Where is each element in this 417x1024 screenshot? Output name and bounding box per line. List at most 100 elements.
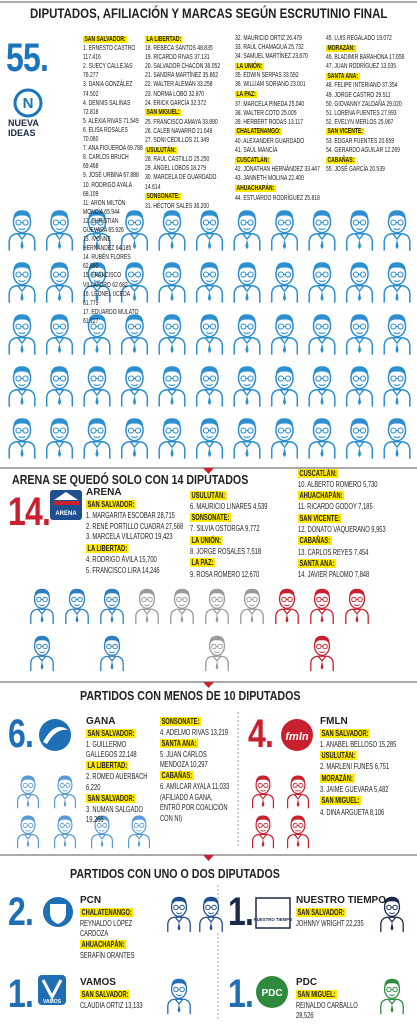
deputy-icon	[16, 774, 40, 809]
deputy-icon	[251, 814, 275, 849]
deputy: 19. RICARDO RIVAS 37.131	[145, 54, 210, 62]
deputy: 4. DENNIS SALINAS 72.818	[83, 99, 131, 116]
deputy-icon	[195, 261, 224, 303]
deputy: 6. AMÍLCAR AYALA 11,033 (AFILIADO A GANA…	[160, 782, 230, 823]
section-markers	[203, 468, 214, 861]
deputy-icon	[135, 588, 159, 625]
department-row: SAN MIGUEL:	[320, 796, 412, 807]
deputy-icon	[345, 588, 369, 625]
department: LA PAZ:	[190, 558, 215, 568]
department-row: SAN SALVADOR:	[83, 35, 143, 44]
department-row: AHUACHAPÁN:	[298, 491, 408, 502]
deputy-icon	[383, 313, 411, 355]
department: SAN SALVADOR:	[83, 35, 128, 43]
deputy-icon	[158, 417, 186, 459]
deputy: 14. RUBÉN FLORES 62.880	[83, 254, 131, 271]
department-row: AHUACHAPÁN:	[235, 184, 323, 193]
department: MORAZÁN:	[320, 773, 355, 783]
deputy: 41. SAÚL MANCÍA	[235, 147, 278, 155]
department-row: AHUACHAPÁN:	[80, 940, 158, 951]
name-list: SAN SALVADOR: 1. GUILLERMO GALLEGOS 22,14…	[86, 728, 156, 826]
deputy-icon	[251, 774, 275, 809]
deputy-icon	[167, 896, 191, 933]
department-row: SAN SALVADOR:	[86, 499, 186, 511]
department-row: CABAÑAS:	[298, 536, 408, 547]
department-row: CHALATENANGO:	[235, 127, 323, 136]
deputy: 35. EDWIN SERPAS 33.592	[235, 72, 299, 80]
department: SAN VICENTE:	[326, 128, 365, 136]
deputy: 25. FRANCISCO AMAYA 33.890	[145, 118, 218, 126]
name-list: SAN SALVADOR: 1. MARGARITA ESCOBAR 28,715…	[86, 499, 186, 577]
deputy-icon	[205, 588, 229, 625]
deputy: 1. MARGARITA ESCOBAR 28,715	[86, 510, 175, 520]
name-list: SAN SALVADOR: 1. ERNESTO CASTRO 117.416 2.…	[83, 34, 143, 326]
fmln-logo-text: fmln	[285, 731, 309, 743]
vamos-logo-text: VAMOS	[43, 999, 62, 1005]
deputy: 7. SILVIA OSTORGA 9,772	[190, 524, 260, 534]
name-list: SAN SALVADOR: 1. ANABEL BELLOSO 15,285 USU…	[320, 728, 412, 818]
deputy: 38. WALTER COTO 25.005	[235, 109, 297, 117]
deputy: REINALDO CARBALLO 28,526	[296, 1000, 358, 1021]
deputy-icon	[16, 814, 40, 849]
department: LA UNIÓN:	[190, 535, 223, 545]
deputy: 10. ALBERTO ROMERO 5,730	[298, 479, 378, 489]
deputy: 5. ALEXIA RIVAS 71.549	[83, 117, 139, 125]
deputy: 32. MAURICIO ORTIZ 26.479	[235, 35, 302, 42]
department-row: LA LIBERTAD:	[145, 35, 233, 44]
deputy: 6. MAURICIO LINARES 4,539	[190, 501, 268, 511]
deputy: 4. DINA ARGUETA 8,106	[320, 807, 385, 817]
deputy: 14. JAVIER PALOMO 7,848	[298, 570, 370, 580]
deputy: 17. EDUARDO MULATO 61.127	[83, 308, 139, 325]
deputy-icon	[53, 774, 77, 809]
department: LA UNIÓN:	[235, 62, 264, 70]
department: SAN SALVADOR:	[320, 728, 371, 738]
department-row: SANTA ANA:	[160, 738, 232, 750]
party-name: FMLN	[320, 716, 348, 727]
name-list: SAN SALVADOR: CLAUDIA ORTIZ 13,133	[80, 989, 158, 1011]
deputy: 9. JOSÉ URBINA 67.888	[83, 172, 139, 180]
deputy: 44. ESTUARDO RODRÍGUEZ 25.818	[235, 194, 320, 202]
deputy-icon	[45, 313, 74, 355]
deputy-icon	[8, 365, 36, 407]
department: LA PAZ:	[235, 91, 258, 99]
department-row: CHALATENANGO:	[80, 907, 158, 919]
gana-logo-swoosh	[43, 726, 68, 744]
deputy: 1. GUILLERMO GALLEGOS 22,148	[86, 739, 137, 760]
deputy-icon	[308, 313, 336, 355]
deputy: 31. HÉCTOR SALES 36.200	[145, 202, 210, 210]
ni-logo-text: N	[23, 95, 34, 112]
deputy: 48. FELIPE INTERIANO 37.354	[326, 82, 398, 90]
seat-count: 6.	[8, 712, 34, 756]
deputy: 55. JOSÉ GARCÍA 20.539	[326, 166, 385, 174]
deputy-icon	[170, 588, 194, 625]
department-row: CUSCATLÁN:	[235, 156, 323, 165]
department: CABAÑAS:	[326, 156, 356, 164]
deputy-icon	[233, 417, 261, 459]
arena-logo-text: ARENA	[55, 511, 77, 517]
department: AHUACHAPÁN:	[80, 940, 127, 949]
deputy: 39. HERBERT RODAS 13.117	[235, 118, 304, 126]
deputy: 45. LUIS REGALADO 19.072	[326, 35, 392, 42]
deputy: 52. EVELYN MERLOS 25.967	[326, 118, 394, 126]
deputy-icon	[8, 261, 36, 303]
vamos-logo-v	[41, 979, 63, 1001]
deputy: 1. ANABEL BELLOSO 15,285	[320, 739, 397, 749]
deputy: 43. JANNETH MOLINA 22.400	[235, 175, 304, 183]
deputy-icons	[8, 209, 411, 1015]
deputy-icon	[345, 209, 374, 251]
department: USULUTÁN:	[190, 490, 227, 500]
seat-count: 55.	[6, 36, 49, 80]
deputy-icon	[158, 261, 186, 303]
department-row: CUSCATLÁN:	[298, 468, 408, 480]
deputy-icon	[45, 417, 74, 459]
deputy-icon	[30, 588, 54, 625]
pdc-logo	[256, 976, 288, 1008]
department-row: CABAÑAS:	[326, 156, 414, 165]
deputy-icon	[195, 365, 224, 407]
deputy: 6. ELISA ROSALES 70.060	[83, 126, 128, 144]
department-row: SAN MIGUEL:	[296, 989, 374, 1001]
party-name: GANA	[86, 716, 116, 727]
deputy: JOHNNY WRIGHT 22,235	[296, 918, 364, 928]
